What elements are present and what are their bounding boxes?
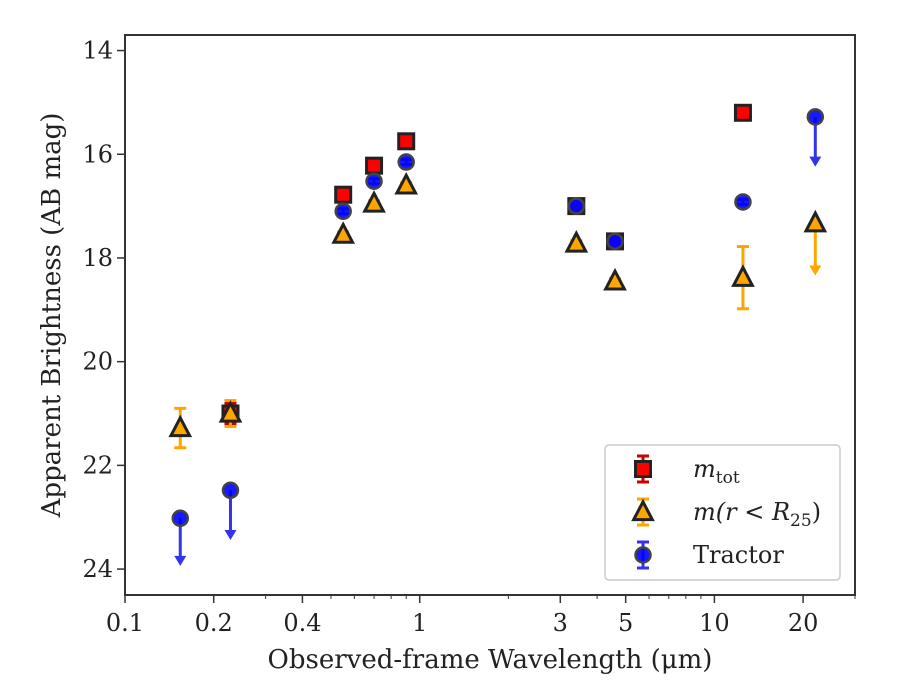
- y-tick-label: 18: [82, 244, 113, 272]
- x-tick-label: 1: [412, 609, 427, 637]
- y-tick-label: 20: [82, 348, 113, 376]
- data-point-circle: [397, 153, 415, 171]
- plot-area: [168, 103, 828, 566]
- upper-limit-arrow-head: [809, 156, 822, 167]
- legend-marker-triangle: [631, 498, 655, 522]
- data-point-triangle: [362, 190, 386, 213]
- data-point-triangle: [603, 267, 627, 291]
- data-point-circle: [806, 108, 825, 126]
- x-axis-label: Observed-frame Wavelength (μm): [268, 645, 713, 675]
- data-point-square: [365, 156, 384, 175]
- y-axis: 14 16 18 20 22 24: [82, 37, 125, 583]
- y-tick-label: 24: [82, 555, 113, 583]
- data-point-square: [733, 103, 752, 122]
- data-point-triangle: [168, 414, 193, 438]
- legend-marker-square: [634, 460, 652, 478]
- x-tick-label: 5: [618, 609, 633, 637]
- y-axis-label: Apparent Brightness (AB mag): [37, 113, 67, 519]
- x-tick-label: 3: [553, 609, 568, 637]
- series-2: [171, 108, 825, 566]
- data-point-triangle: [564, 230, 589, 253]
- x-axis: 0.1 0.2 0.4 1 3 5 10 20: [106, 595, 856, 637]
- legend-label: m(r < R25): [693, 498, 821, 531]
- data-point-circle: [734, 193, 752, 211]
- legend-frame: [604, 444, 841, 581]
- upper-limit-arrow-head: [174, 555, 187, 566]
- data-point-square: [397, 132, 416, 151]
- upper-limit-arrow-head: [224, 529, 237, 540]
- legend-label: mtot: [693, 455, 740, 488]
- data-point-circle: [365, 172, 383, 190]
- data-point-circle: [221, 481, 240, 500]
- x-tick-label: 20: [788, 609, 819, 637]
- data-point-circle: [606, 232, 624, 251]
- data-point-triangle: [803, 209, 828, 233]
- axes-frame: [124, 34, 856, 596]
- data-point-circle: [567, 197, 586, 215]
- data-point-triangle: [394, 171, 419, 195]
- data-point-circle: [171, 509, 190, 528]
- legend-label: Tractor: [693, 541, 784, 569]
- legend: mtot m(r < R25) Tractor: [604, 444, 841, 581]
- data-point-triangle: [218, 400, 243, 423]
- y-tick-label: 16: [82, 140, 113, 168]
- x-tick-label: 0.4: [283, 609, 321, 637]
- series-1: [168, 171, 828, 450]
- x-tick-label: 10: [699, 609, 730, 637]
- data-point-triangle: [331, 221, 356, 244]
- data-point-triangle: [731, 264, 755, 287]
- data-point-square: [334, 185, 353, 204]
- legend-marker-circle: [634, 546, 652, 564]
- data-point-circle: [334, 202, 352, 221]
- x-tick-label: 0.2: [195, 609, 233, 637]
- y-tick-label: 14: [82, 37, 113, 65]
- y-tick-label: 22: [82, 451, 113, 479]
- upper-limit-arrow-head: [809, 265, 822, 276]
- x-tick-label: 0.1: [106, 609, 144, 637]
